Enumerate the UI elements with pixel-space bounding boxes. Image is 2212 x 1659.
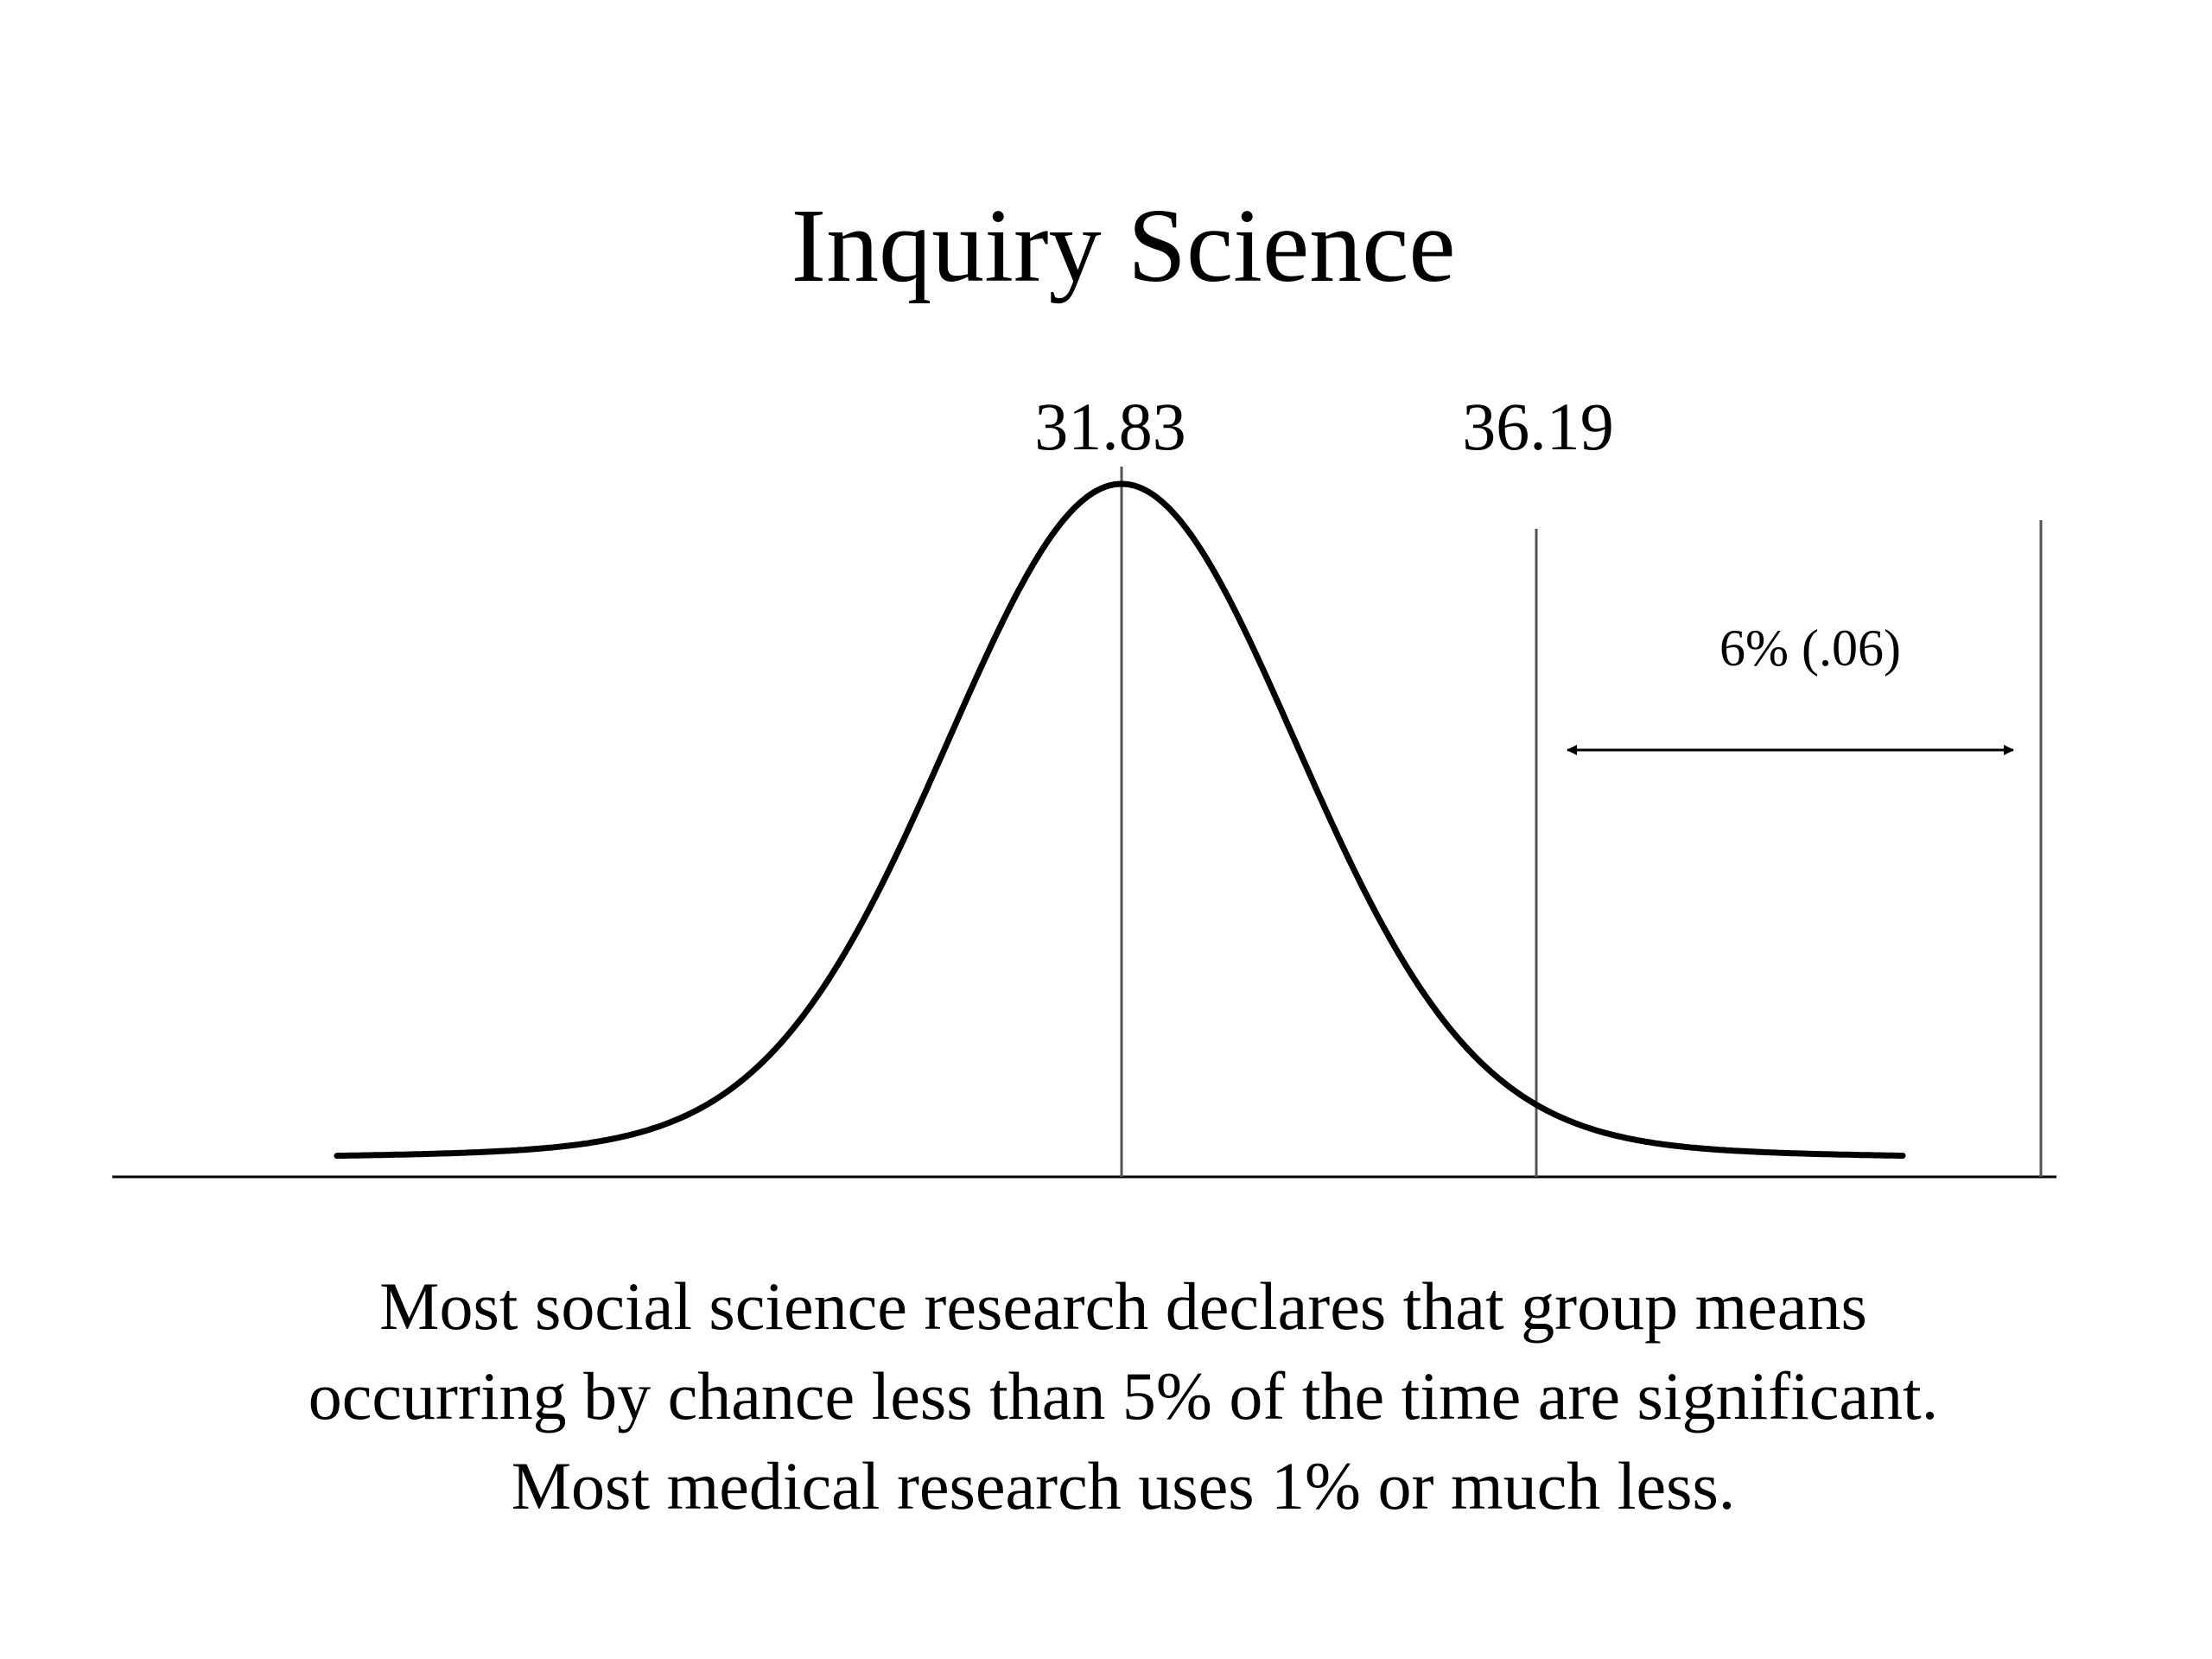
bell-curve — [334, 480, 1906, 1160]
caption-line-3: Most medical research uses 1% or much le… — [511, 1448, 1736, 1523]
caption-line-2: occurring by chance less than 5% of the … — [308, 1358, 1939, 1433]
cutoff-value-label: 36.19 — [1462, 389, 1614, 464]
slide-title: Inquiry Science — [791, 188, 1456, 304]
mean-value-label: 31.83 — [1034, 389, 1186, 464]
caption: Most social science research declares th… — [0, 1262, 2212, 1531]
region-percent-label: 6% (.06) — [1719, 620, 1901, 677]
caption-line-1: Most social science research declares th… — [379, 1268, 1867, 1344]
